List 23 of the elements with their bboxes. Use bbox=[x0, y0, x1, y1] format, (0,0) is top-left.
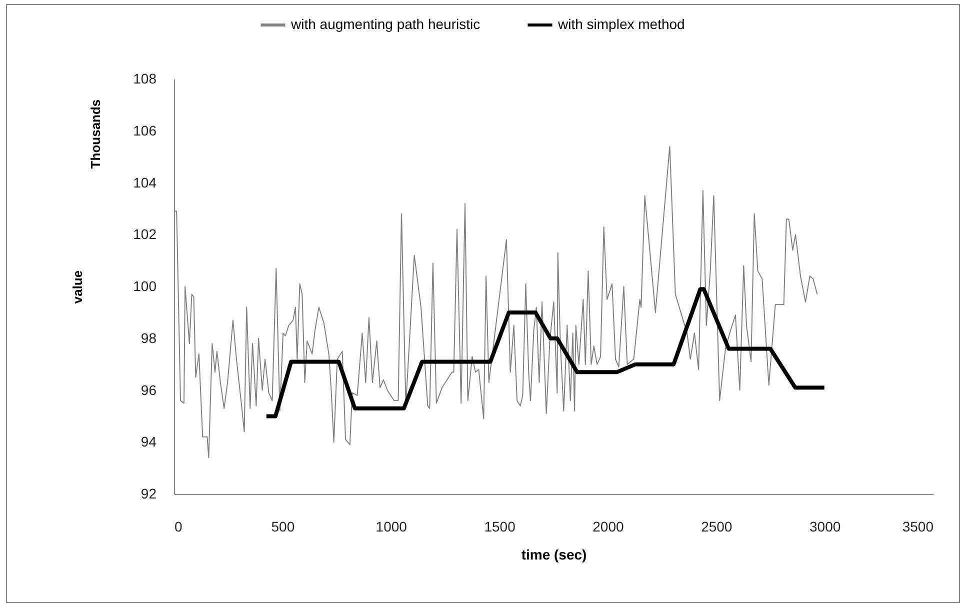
y-tick-label: 96 bbox=[140, 382, 157, 398]
x-tick-label: 500 bbox=[271, 518, 295, 534]
x-axis-title: time (sec) bbox=[521, 546, 587, 562]
y-tick-label: 102 bbox=[133, 226, 157, 242]
y-tick-label: 98 bbox=[140, 330, 157, 346]
x-tick-label: 3500 bbox=[902, 518, 934, 534]
line-series bbox=[264, 287, 826, 418]
x-tick-label: 1000 bbox=[376, 518, 408, 534]
x-tick-label: 2500 bbox=[701, 518, 732, 534]
y-tick-label: 94 bbox=[140, 434, 157, 450]
y-tick-label: 104 bbox=[133, 174, 157, 190]
x-tick-label: 2000 bbox=[592, 518, 624, 534]
x-tick-label: 0 bbox=[174, 518, 182, 534]
y-tick-label: 100 bbox=[133, 278, 157, 294]
legend-label: with simplex method bbox=[557, 16, 685, 32]
y-axis-title: value bbox=[70, 270, 86, 304]
y-tick-label: 106 bbox=[133, 122, 157, 138]
x-tick-label: 3000 bbox=[809, 518, 841, 534]
x-tick-label: 1500 bbox=[484, 518, 516, 534]
y-tick-label: 92 bbox=[140, 486, 157, 502]
y-tick-label: 108 bbox=[133, 70, 157, 86]
legend-label: with augmenting path heuristic bbox=[290, 16, 480, 32]
text: Thousands bbox=[88, 99, 103, 169]
